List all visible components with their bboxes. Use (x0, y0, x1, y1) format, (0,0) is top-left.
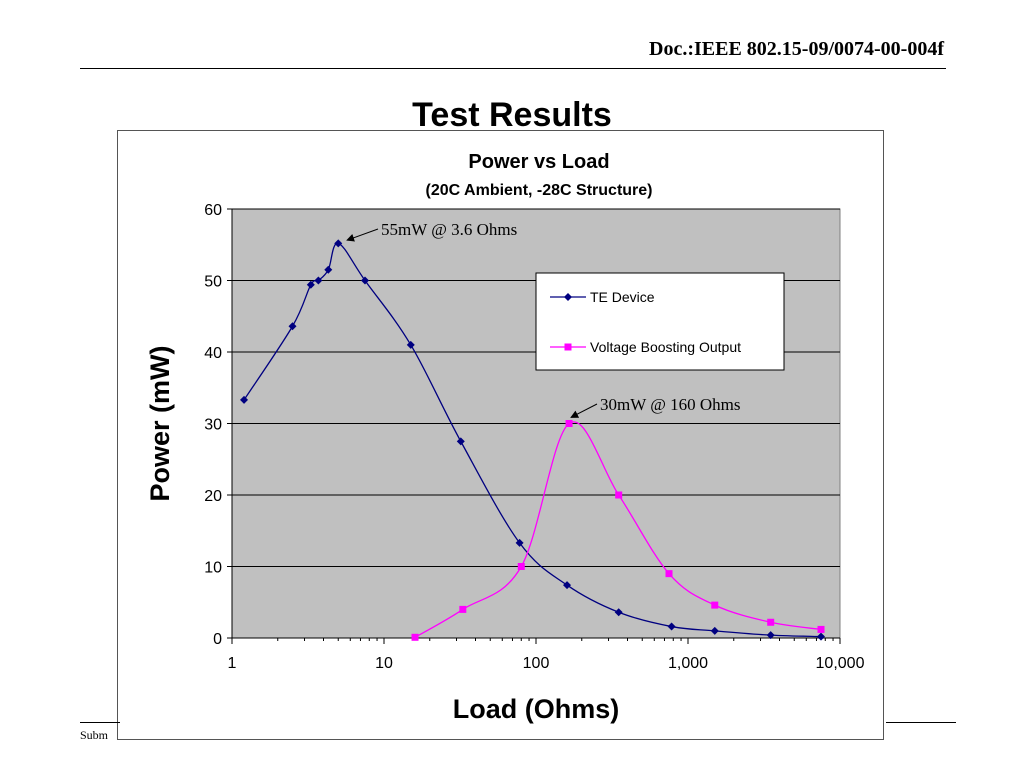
te-device-point (515, 538, 524, 547)
te-device-point (334, 239, 343, 248)
te-device-point (406, 340, 415, 349)
x-tick-label: 1,000 (668, 655, 708, 672)
te-device-point (361, 276, 370, 285)
te-device-point (240, 395, 249, 404)
voltage-boosting-output-point (565, 420, 573, 427)
y-tick-label: 50 (204, 274, 222, 291)
te-device-point (817, 632, 826, 641)
te-device-point (456, 437, 465, 446)
legend-voltage-boosting-output-label: Voltage Boosting Output (590, 339, 741, 355)
te-device-point (324, 265, 333, 274)
footer-divider-right (886, 722, 956, 723)
te-device-point (710, 626, 719, 635)
chart-subtitle: (20C Ambient, -28C Structure) (426, 182, 653, 199)
te-device-point (667, 622, 676, 631)
y-tick-label: 30 (204, 417, 222, 434)
voltage-boosting-output-point (459, 605, 467, 613)
y-tick-label: 10 (204, 560, 222, 577)
x-tick-label: 1 (228, 655, 237, 672)
slide-title: Test Results (412, 96, 612, 134)
x-tick-label: 100 (523, 655, 550, 672)
x-axis-label: Load (Ohms) (453, 694, 620, 724)
voltage-boosting-output-point (615, 491, 623, 499)
annotation-arrow (570, 403, 598, 418)
legend-box (535, 272, 785, 371)
te-device-point (306, 280, 315, 289)
voltage-boosting-output-point (517, 563, 525, 570)
voltage-boosting-output-point (817, 625, 825, 633)
te-device-point (766, 631, 775, 640)
te-device-point (288, 322, 297, 331)
annotation-peak-te-device: 55mW @ 3.6 Ohms (381, 220, 517, 239)
footer-divider-left (80, 722, 120, 723)
voltage-boosting-output-point (767, 618, 775, 626)
y-tick-label: 60 (204, 202, 222, 219)
annotation-arrow (346, 228, 379, 242)
chart-title: Power vs Load (468, 151, 609, 173)
x-tick-label: 10 (375, 655, 393, 672)
te-device-point (614, 608, 623, 617)
voltage-boosting-output-point (711, 601, 719, 609)
voltage-boosting-output-line (414, 421, 822, 638)
legend-te-device-marker (564, 293, 572, 301)
te-device-point (314, 276, 323, 285)
y-tick-label: 40 (204, 345, 222, 362)
x-tick-label: 10,000 (816, 655, 865, 672)
y-axis-label: Power (mW) (145, 345, 175, 501)
legend-voltage-boosting-output-marker (564, 343, 572, 351)
footer-text: Subm (80, 728, 109, 742)
y-tick-label: 0 (213, 631, 222, 648)
document-id: Doc.:IEEE 802.15-09/0074-00-004f (649, 38, 944, 60)
voltage-boosting-output-point (665, 570, 673, 578)
legend-te-device-label: TE Device (590, 289, 655, 305)
voltage-boosting-output-point (411, 633, 419, 641)
y-tick-label: 20 (204, 488, 222, 505)
annotation-peak-voltage-boost: 30mW @ 160 Ohms (600, 395, 740, 414)
header-divider (80, 68, 946, 69)
te-device-point (563, 581, 572, 590)
